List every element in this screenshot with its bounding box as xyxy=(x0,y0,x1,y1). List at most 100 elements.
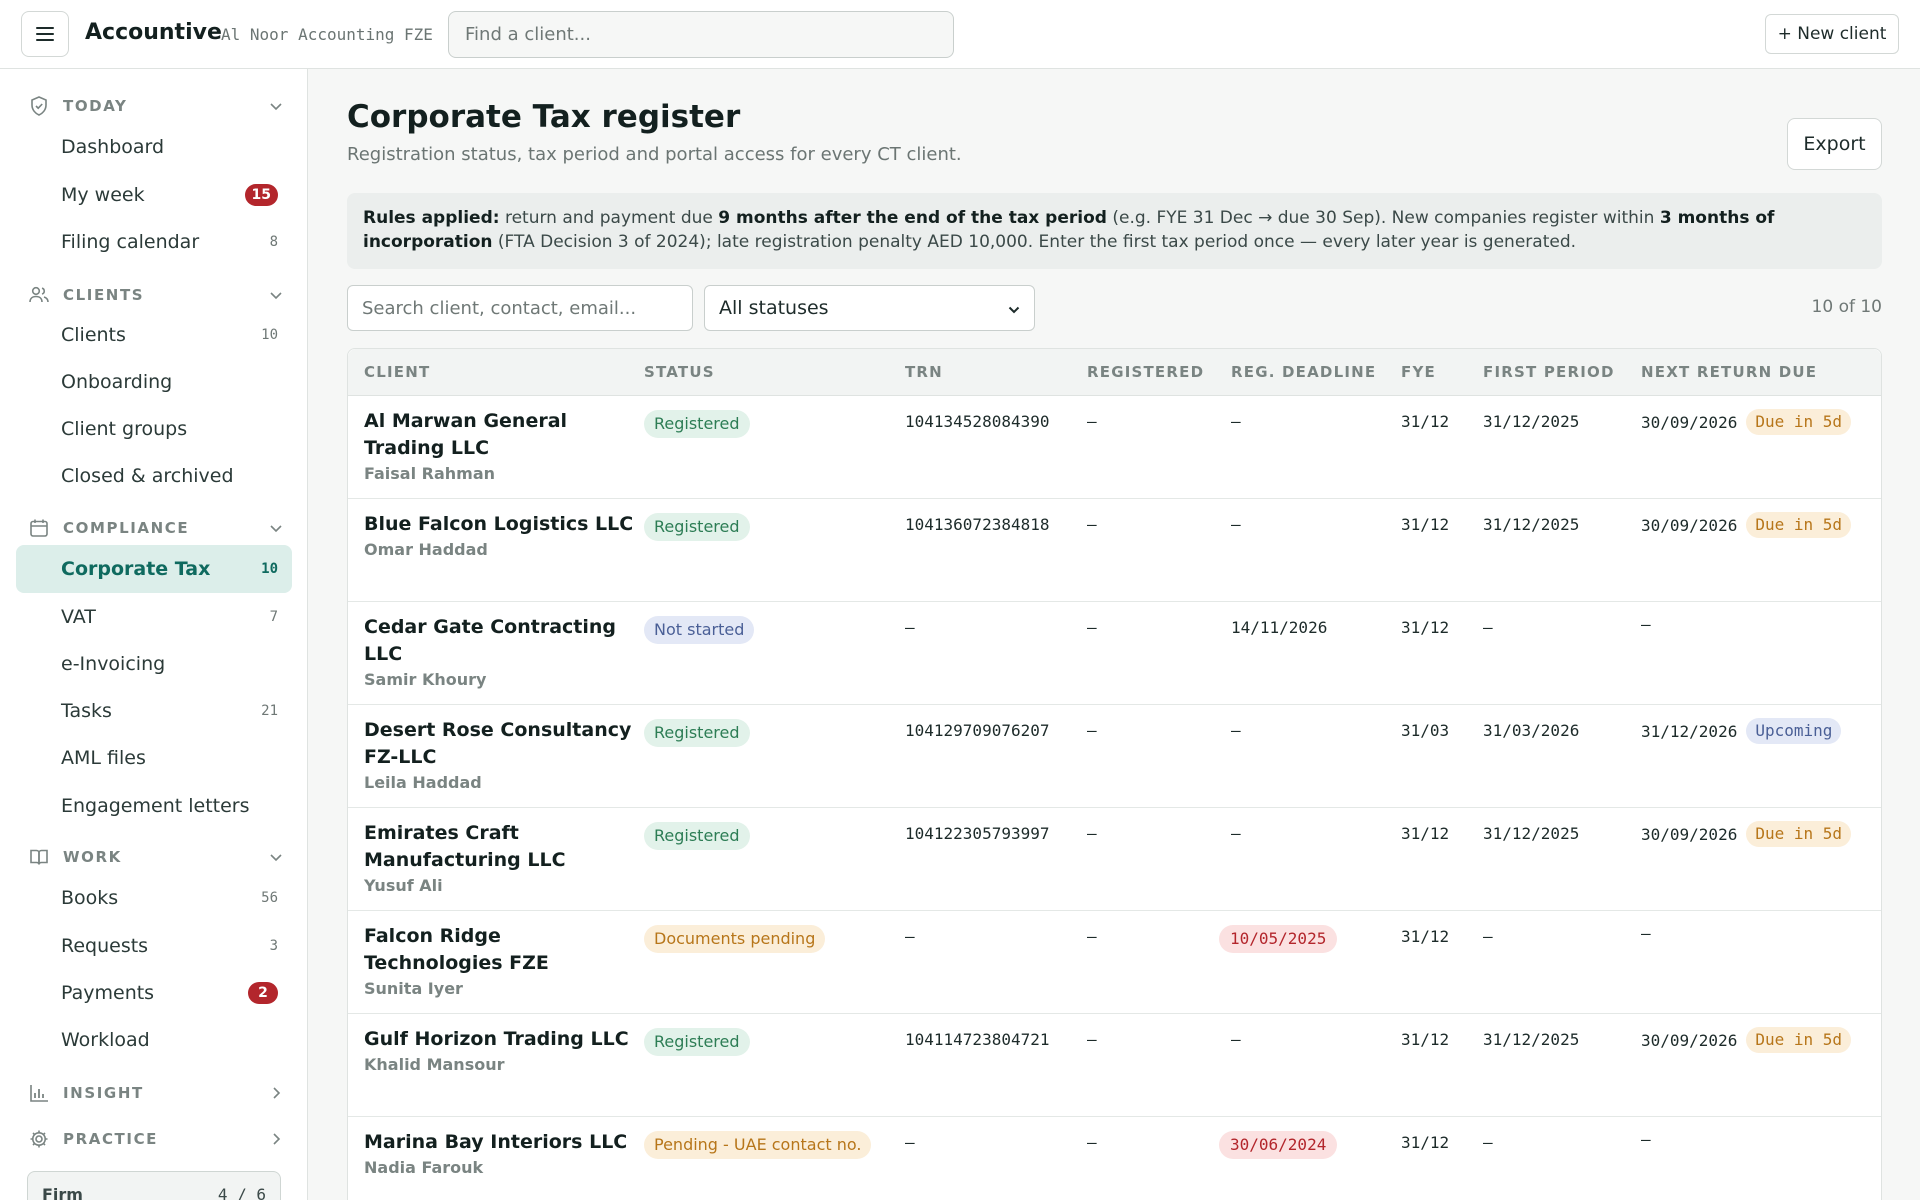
client-contact: Faisal Rahman xyxy=(364,464,496,483)
table-row[interactable]: Cedar Gate Contracting LLC Samir Khoury No… xyxy=(348,602,1881,705)
table-row[interactable]: Marina Bay Interiors LLC Nadia Farouk Pend… xyxy=(348,1117,1881,1200)
sidebar-item-requests[interactable]: Requests 3 xyxy=(16,922,292,970)
sidebar-item-label: Onboarding xyxy=(61,371,173,393)
column-header-fye[interactable]: FYE xyxy=(1401,363,1436,381)
registered-cell: – xyxy=(1087,618,1097,637)
fye-cell: 31/12 xyxy=(1401,824,1450,843)
client-cell: Al Marwan General Trading LLC Faisal Rahm… xyxy=(364,408,634,483)
search-client-input[interactable] xyxy=(347,285,693,331)
new-client-button[interactable]: + New client xyxy=(1765,14,1899,54)
sidebar-item-label: Clients xyxy=(61,324,126,346)
menu-button[interactable] xyxy=(21,11,69,57)
status-cell: Registered xyxy=(644,1028,750,1056)
client-cell: Falcon Ridge Technologies FZE Sunita Iyer xyxy=(364,923,634,998)
status-filter-select[interactable]: All statuses xyxy=(704,285,1035,331)
next-return-date: 31/12/2026 xyxy=(1641,721,1738,741)
sidebar-item-workload[interactable]: Workload xyxy=(16,1016,292,1064)
section-work[interactable]: WORK xyxy=(28,842,286,872)
section-today[interactable]: TODAY xyxy=(28,91,286,121)
sidebar-item-client-groups[interactable]: Client groups xyxy=(16,405,292,453)
column-header-status[interactable]: STATUS xyxy=(644,363,715,381)
sidebar-item-clients[interactable]: Clients 10 xyxy=(16,311,292,359)
section-title: TODAY xyxy=(63,97,128,115)
reg-deadline-cell: – xyxy=(1231,412,1241,431)
sidebar-item-books[interactable]: Books 56 xyxy=(16,874,292,922)
sidebar-item-filing-calendar[interactable]: Filing calendar 8 xyxy=(16,218,292,266)
sidebar-item-tasks[interactable]: Tasks 21 xyxy=(16,687,292,735)
sidebar-item-label: Filing calendar xyxy=(61,231,200,253)
client-contact: Khalid Mansour xyxy=(364,1055,505,1074)
next-return-date: 30/09/2026 xyxy=(1641,515,1738,535)
item-count: 3 xyxy=(269,938,278,954)
sidebar-item-aml-files[interactable]: AML files xyxy=(16,734,292,782)
client-name[interactable]: Gulf Horizon Trading LLC xyxy=(364,1028,629,1050)
table-row[interactable]: Gulf Horizon Trading LLC Khalid Mansour Re… xyxy=(348,1014,1881,1117)
sidebar-item-closed-archived[interactable]: Closed & archived xyxy=(16,452,292,500)
column-header-first-period[interactable]: FIRST PERIOD xyxy=(1483,363,1615,381)
column-header-trn[interactable]: TRN xyxy=(905,363,943,381)
section-title: PRACTICE xyxy=(63,1130,159,1148)
client-cell: Emirates Craft Manufacturing LLC Yusuf Al… xyxy=(364,820,634,895)
table-row[interactable]: Emirates Craft Manufacturing LLC Yusuf Al… xyxy=(348,808,1881,911)
status-badge: Registered xyxy=(644,410,750,438)
item-count: 10 xyxy=(261,327,278,343)
section-compliance[interactable]: COMPLIANCE xyxy=(28,513,286,543)
fye-cell: 31/12 xyxy=(1401,412,1450,431)
item-count: 8 xyxy=(269,234,278,250)
gear-icon xyxy=(28,1128,50,1150)
client-name[interactable]: Falcon Ridge Technologies FZE xyxy=(364,925,549,974)
sidebar-item-label: Closed & archived xyxy=(61,465,234,487)
next-return-cell: 31/12/2026 Upcoming xyxy=(1641,718,1842,744)
section-practice[interactable]: PRACTICE xyxy=(28,1124,286,1154)
reg-deadline-cell: 30/06/2024 xyxy=(1219,1131,1338,1159)
section-clients[interactable]: CLIENTS xyxy=(28,280,286,310)
status-cell: Registered xyxy=(644,719,750,747)
column-header-reg-deadline[interactable]: REG. DEADLINE xyxy=(1231,363,1377,381)
sidebar-item-vat[interactable]: VAT 7 xyxy=(16,593,292,641)
sidebar-item-e-invoicing[interactable]: e-Invoicing xyxy=(16,640,292,688)
column-header-next-return-due[interactable]: NEXT RETURN DUE xyxy=(1641,363,1818,381)
sidebar-item-corporate-tax[interactable]: Corporate Tax 10 xyxy=(16,545,292,593)
table-row[interactable]: Blue Falcon Logistics LLC Omar Haddad Regi… xyxy=(348,499,1881,602)
sidebar-item-label: Corporate Tax xyxy=(61,558,211,580)
sidebar-item-onboarding[interactable]: Onboarding xyxy=(16,358,292,406)
chevron-right-icon xyxy=(266,1083,286,1103)
client-name[interactable]: Emirates Craft Manufacturing LLC xyxy=(364,822,566,871)
find-client-input[interactable] xyxy=(448,11,954,58)
client-name[interactable]: Marina Bay Interiors LLC xyxy=(364,1131,628,1153)
status-filter-value: All statuses xyxy=(719,297,829,319)
status-badge: Not started xyxy=(644,616,755,644)
sidebar-item-dashboard[interactable]: Dashboard xyxy=(16,123,292,171)
client-name[interactable]: Cedar Gate Contracting LLC xyxy=(364,616,617,665)
sidebar-item-my-week[interactable]: My week 15 xyxy=(16,171,292,219)
firm-usage-card[interactable]: Firm 4 / 6 xyxy=(27,1171,281,1200)
section-title: INSIGHT xyxy=(63,1084,144,1102)
status-cell: Registered xyxy=(644,410,750,438)
client-name[interactable]: Blue Falcon Logistics LLC xyxy=(364,513,634,535)
sidebar-item-label: AML files xyxy=(61,747,146,769)
column-header-registered[interactable]: REGISTERED xyxy=(1087,363,1205,381)
item-count: 56 xyxy=(261,890,278,906)
due-status-badge: Due in 5d xyxy=(1746,1027,1852,1053)
registered-cell: – xyxy=(1087,1133,1097,1152)
page-title: Corporate Tax register xyxy=(347,99,741,135)
client-name[interactable]: Al Marwan General Trading LLC xyxy=(364,410,568,459)
sidebar-item-label: Workload xyxy=(61,1029,150,1051)
section-insight[interactable]: INSIGHT xyxy=(28,1078,286,1108)
client-name[interactable]: Desert Rose Consultancy FZ-LLC xyxy=(364,719,632,768)
table-row[interactable]: Al Marwan General Trading LLC Faisal Rahm… xyxy=(348,396,1881,499)
next-return-cell: – xyxy=(1641,615,1651,634)
status-badge: Registered xyxy=(644,1028,750,1056)
client-contact: Sunita Iyer xyxy=(364,979,463,998)
export-button[interactable]: Export xyxy=(1787,118,1882,170)
table-row[interactable]: Desert Rose Consultancy FZ-LLC Leila Hadd… xyxy=(348,705,1881,808)
sidebar-item-payments[interactable]: Payments 2 xyxy=(16,969,292,1017)
rules-text: (FTA Decision 3 of 2024); late registrat… xyxy=(492,232,1577,252)
due-status-badge: Due in 5d xyxy=(1746,821,1852,847)
column-header-client[interactable]: CLIENT xyxy=(364,363,431,381)
table-row[interactable]: Falcon Ridge Technologies FZE Sunita Iyer… xyxy=(348,911,1881,1014)
sidebar-item-engagement-letters[interactable]: Engagement letters xyxy=(16,782,292,830)
sidebar-item-label: My week xyxy=(61,184,145,206)
book-icon xyxy=(28,846,50,868)
status-cell: Registered xyxy=(644,513,750,541)
